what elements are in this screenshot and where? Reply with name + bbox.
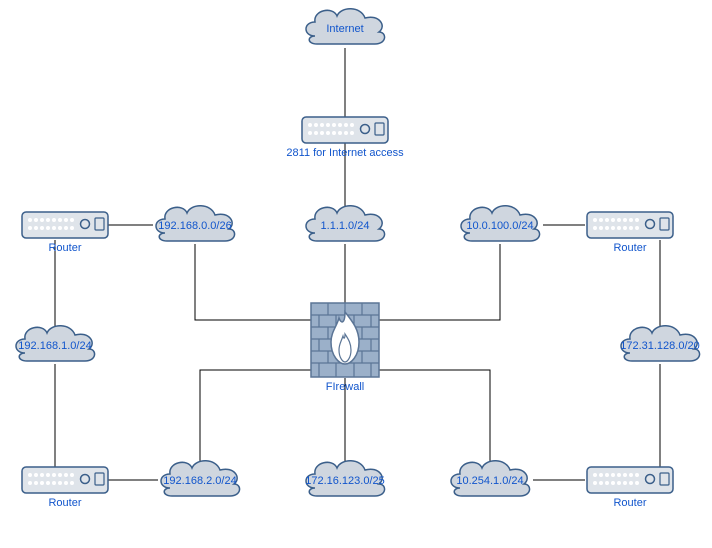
node-c172_31: 172.31.128.0/20 <box>620 326 700 361</box>
node-label: 192.168.1.0/24 <box>18 340 91 352</box>
edge-c10_0_100-fw <box>379 244 500 320</box>
node-c172_16: 172.16.123.0/25 <box>305 461 385 496</box>
node-label: 1.1.1.0/24 <box>321 220 370 232</box>
node-c10_254: 10.254.1.0/24 <box>451 461 530 496</box>
node-rR2: Router <box>587 467 673 509</box>
node-c192_2: 192.168.2.0/24 <box>161 461 240 496</box>
node-label: FIrewall <box>326 381 365 393</box>
node-label: Router <box>48 497 81 509</box>
edge-fw-c192_2 <box>200 370 311 462</box>
node-label: Router <box>613 242 646 254</box>
node-c192_0: 192.168.0.0/26 <box>156 206 235 241</box>
node-label: 172.31.128.0/20 <box>620 340 700 352</box>
node-label: 192.168.2.0/24 <box>163 475 236 487</box>
node-r2811: 2811 for Internet access <box>286 117 404 159</box>
node-c10_0_100: 10.0.100.0/24 <box>461 206 540 241</box>
edge-fw-c10_254 <box>379 370 490 462</box>
network-diagram: Internet 2811 for Internet access 1.1.1.0/… <box>0 0 712 548</box>
node-rL2: Router <box>22 467 108 509</box>
node-c192_1: 192.168.1.0/24 <box>16 326 95 361</box>
node-c1110: 1.1.1.0/24 <box>306 206 385 241</box>
edge-c192_0-fw <box>195 244 311 320</box>
node-label: 172.16.123.0/25 <box>305 475 385 487</box>
node-label: Router <box>48 242 81 254</box>
node-rL1: Router <box>22 212 108 254</box>
node-label: Internet <box>326 23 363 35</box>
node-label: 10.0.100.0/24 <box>466 220 533 232</box>
node-label: 192.168.0.0/26 <box>158 220 231 232</box>
node-label: 2811 for Internet access <box>286 147 404 159</box>
node-label: 10.254.1.0/24 <box>456 475 523 487</box>
node-label: Router <box>613 497 646 509</box>
node-internet: Internet <box>306 9 385 44</box>
